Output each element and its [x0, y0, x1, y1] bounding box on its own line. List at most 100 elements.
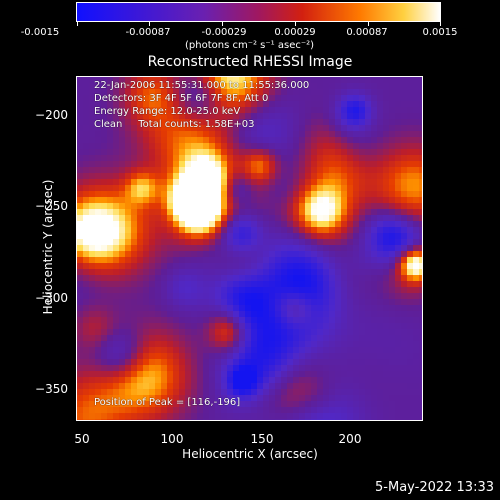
heatmap-cell — [83, 383, 89, 389]
heatmap-cell — [359, 341, 365, 347]
heatmap-cell — [359, 413, 365, 419]
heatmap-cell — [119, 143, 125, 149]
heatmap-cell — [335, 305, 341, 311]
heatmap-cell — [419, 227, 422, 233]
heatmap-cell — [389, 359, 395, 365]
heatmap-cell — [107, 227, 113, 233]
heatmap-cell — [155, 335, 161, 341]
heatmap-cell — [293, 251, 299, 257]
heatmap-cell — [185, 113, 191, 119]
heatmap-cell — [77, 263, 83, 269]
heatmap-cell — [413, 107, 419, 113]
heatmap-cell — [383, 401, 389, 407]
heatmap-cell — [113, 395, 119, 401]
heatmap-cell — [305, 371, 311, 377]
heatmap-cell — [317, 311, 323, 317]
heatmap-cell — [89, 341, 95, 347]
heatmap-cell — [245, 191, 251, 197]
heatmap-cell — [83, 89, 89, 95]
heatmap-cell — [359, 275, 365, 281]
heatmap-cell — [383, 239, 389, 245]
heatmap-cell — [413, 281, 419, 287]
heatmap-cell — [143, 251, 149, 257]
heatmap-cell — [401, 317, 407, 323]
heatmap-cell — [185, 77, 191, 83]
heatmap-cell — [113, 245, 119, 251]
heatmap-cell — [275, 191, 281, 197]
heatmap-cell — [341, 125, 347, 131]
heatmap-cell — [167, 311, 173, 317]
heatmap-cell — [197, 149, 203, 155]
heatmap-cell — [341, 179, 347, 185]
heatmap-cell — [257, 263, 263, 269]
heatmap-cell — [299, 119, 305, 125]
heatmap-cell — [149, 161, 155, 167]
heatmap-cell — [209, 281, 215, 287]
heatmap-cell — [149, 317, 155, 323]
heatmap-cell — [245, 203, 251, 209]
heatmap-cell — [233, 89, 239, 95]
heatmap-cell — [251, 203, 257, 209]
heatmap-cell — [167, 407, 173, 413]
heatmap-cell — [83, 347, 89, 353]
heatmap-cell — [383, 227, 389, 233]
heatmap-cell — [131, 263, 137, 269]
heatmap-cell — [329, 287, 335, 293]
heatmap-cell — [227, 257, 233, 263]
heatmap-cell — [167, 317, 173, 323]
heatmap-cell — [245, 275, 251, 281]
heatmap-cell — [239, 125, 245, 131]
heatmap-cell — [293, 353, 299, 359]
heatmap-cell — [83, 245, 89, 251]
heatmap-cell — [371, 419, 377, 420]
heatmap-cell — [221, 311, 227, 317]
heatmap-cell — [101, 383, 107, 389]
heatmap-cell — [95, 203, 101, 209]
heatmap-cell — [185, 149, 191, 155]
heatmap-cell — [137, 227, 143, 233]
heatmap-cell — [137, 191, 143, 197]
heatmap-cell — [347, 101, 353, 107]
heatmap-cell — [119, 233, 125, 239]
heatmap-cell — [257, 335, 263, 341]
heatmap-cell — [173, 173, 179, 179]
heatmap-cell — [395, 221, 401, 227]
heatmap-cell — [281, 125, 287, 131]
heatmap-cell — [101, 419, 107, 420]
heatmap-cell — [275, 293, 281, 299]
heatmap-cell — [185, 419, 191, 420]
heatmap-cell — [383, 251, 389, 257]
heatmap-cell — [389, 311, 395, 317]
heatmap-cell — [383, 77, 389, 83]
heatmap-cell — [263, 263, 269, 269]
heatmap-cell — [311, 143, 317, 149]
heatmap-cell — [143, 299, 149, 305]
heatmap-cell — [263, 167, 269, 173]
heatmap-cell — [245, 221, 251, 227]
heatmap-cell — [317, 83, 323, 89]
heatmap-cell — [299, 245, 305, 251]
heatmap-cell — [245, 83, 251, 89]
heatmap-cell — [371, 335, 377, 341]
heatmap-cell — [341, 221, 347, 227]
heatmap-cell — [287, 365, 293, 371]
heatmap-cell — [227, 371, 233, 377]
heatmap-cell — [95, 359, 101, 365]
heatmap-cell — [209, 221, 215, 227]
heatmap-cell — [317, 395, 323, 401]
heatmap-cell — [389, 239, 395, 245]
heatmap-cell — [389, 95, 395, 101]
heatmap-cell — [365, 377, 371, 383]
heatmap-cell — [401, 395, 407, 401]
heatmap-cell — [83, 317, 89, 323]
heatmap-cell — [185, 365, 191, 371]
heatmap-cell — [395, 407, 401, 413]
heatmap-cell — [383, 245, 389, 251]
heatmap-cell — [311, 335, 317, 341]
heatmap-cell — [287, 281, 293, 287]
heatmap-cell — [299, 209, 305, 215]
heatmap-cell — [203, 335, 209, 341]
heatmap-cell — [185, 167, 191, 173]
heatmap-cell — [287, 419, 293, 420]
heatmap-cell — [257, 341, 263, 347]
